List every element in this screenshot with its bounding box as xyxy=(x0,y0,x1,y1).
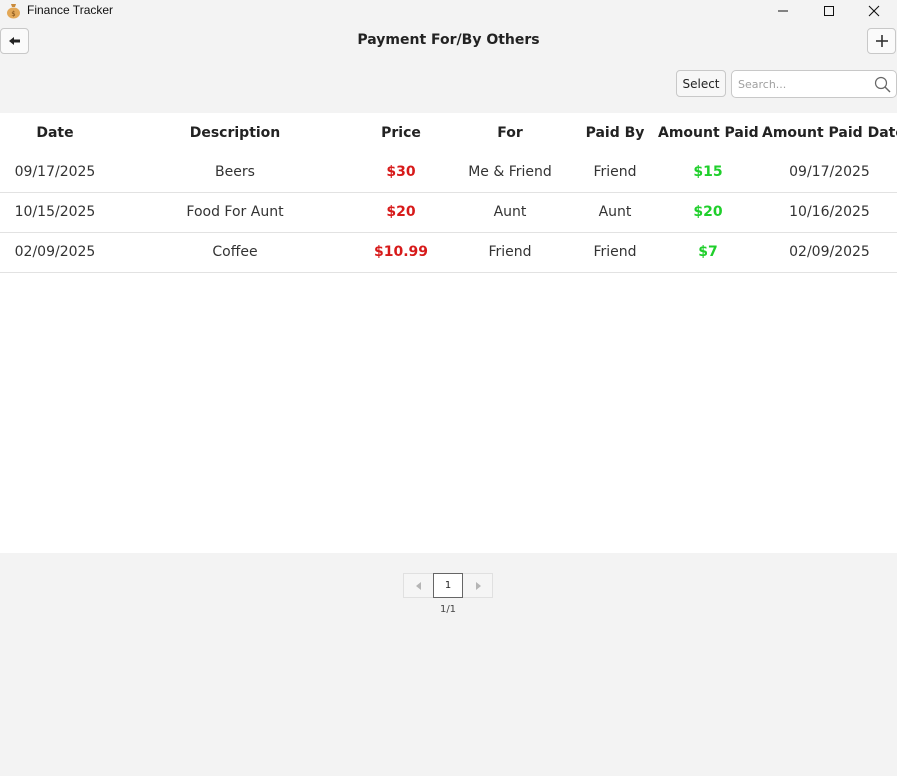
title-bar: $ Finance Tracker xyxy=(0,0,897,22)
cell-date: 09/17/2025 xyxy=(14,164,96,180)
cell-amount-paid: $20 xyxy=(693,204,723,220)
cell-amount-paid-date: 02/09/2025 xyxy=(789,244,870,260)
window-title: Finance Tracker xyxy=(27,3,114,17)
back-button[interactable] xyxy=(0,28,29,54)
cell-description: Coffee xyxy=(212,244,258,260)
next-page-button[interactable] xyxy=(463,573,493,598)
cell-paid-by: Aunt xyxy=(598,204,632,220)
cell-for: Aunt xyxy=(493,204,527,220)
cell-amount-paid: $7 xyxy=(698,244,718,260)
table-row[interactable]: 10/15/2025 Food For Aunt $20 Aunt Aunt $… xyxy=(0,193,897,233)
svg-text:$: $ xyxy=(11,10,15,18)
arrow-left-icon xyxy=(8,37,20,45)
minimize-button[interactable] xyxy=(760,0,806,22)
cell-for: Friend xyxy=(488,244,532,260)
money-bag-icon: $ xyxy=(7,4,20,19)
previous-page-button[interactable] xyxy=(403,573,433,598)
column-header-for[interactable]: For xyxy=(497,125,523,141)
column-header-amount-paid[interactable]: Amount Paid xyxy=(658,125,759,141)
column-header-paid-by[interactable]: Paid By xyxy=(585,125,645,141)
search-input[interactable] xyxy=(738,76,868,93)
page-title: Payment For/By Others xyxy=(357,32,540,48)
close-button[interactable] xyxy=(851,0,897,22)
table-row[interactable]: 09/17/2025 Beers $30 Me & Friend Friend … xyxy=(0,153,897,193)
cell-amount-paid-date: 09/17/2025 xyxy=(789,164,870,180)
column-header-price[interactable]: Price xyxy=(381,125,421,141)
caret-right-icon xyxy=(475,581,481,590)
cell-paid-by: Friend xyxy=(593,164,637,180)
search-box xyxy=(731,70,897,98)
plus-icon xyxy=(875,35,888,47)
cell-description: Beers xyxy=(215,164,255,180)
cell-description: Food For Aunt xyxy=(186,204,284,220)
table-row[interactable]: 02/09/2025 Coffee $10.99 Friend Friend $… xyxy=(0,233,897,273)
maximize-button[interactable] xyxy=(806,0,852,22)
add-button[interactable] xyxy=(867,28,896,54)
cell-price: $10.99 xyxy=(373,244,429,260)
caret-left-icon xyxy=(415,581,421,590)
minimize-icon xyxy=(778,10,788,12)
cell-amount-paid: $15 xyxy=(693,164,723,180)
maximize-icon xyxy=(824,6,834,16)
column-header-amount-paid-date[interactable]: Amount Paid Date xyxy=(762,125,897,141)
payments-table: Date Description Price For Paid By Amoun… xyxy=(0,113,897,553)
cell-for: Me & Friend xyxy=(468,164,552,180)
cell-date: 02/09/2025 xyxy=(14,244,96,260)
cell-amount-paid-date: 10/16/2025 xyxy=(789,204,870,220)
search-icon[interactable] xyxy=(874,76,891,93)
close-icon xyxy=(868,5,880,17)
pagination: 1 xyxy=(403,573,493,598)
cell-price: $30 xyxy=(386,164,416,180)
table-header: Date Description Price For Paid By Amoun… xyxy=(0,113,897,153)
cell-price: $20 xyxy=(386,204,416,220)
current-page-button[interactable]: 1 xyxy=(433,573,463,598)
cell-paid-by: Friend xyxy=(593,244,637,260)
page-count: 1/1 xyxy=(439,604,457,615)
cell-date: 10/15/2025 xyxy=(14,204,96,220)
column-header-date[interactable]: Date xyxy=(36,125,74,141)
select-button[interactable]: Select xyxy=(676,70,726,97)
column-header-description[interactable]: Description xyxy=(189,125,281,141)
